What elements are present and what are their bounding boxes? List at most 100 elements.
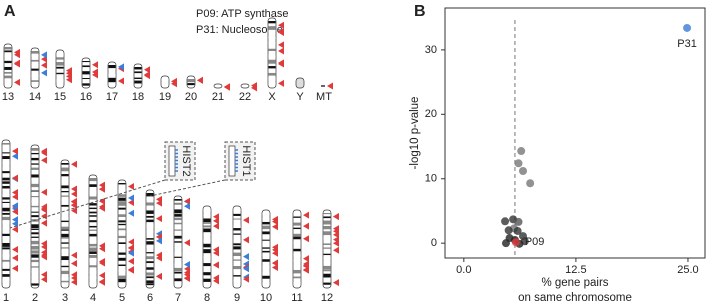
- chromosome-band: [118, 257, 126, 261]
- chromosome-band: [134, 77, 142, 79]
- chromosome-band: [2, 254, 10, 257]
- gene-marker: [71, 207, 77, 215]
- chromosome-band: [323, 231, 331, 236]
- callout-line: [9, 179, 166, 229]
- chromosome-band: [89, 220, 97, 223]
- chromosome-band: [108, 68, 116, 70]
- chromosome-band: [262, 225, 270, 230]
- gene-marker: [278, 28, 284, 36]
- chromosome-band: [61, 236, 69, 239]
- gene-marker: [213, 217, 219, 225]
- chromosome-band: [82, 61, 90, 63]
- chromosome-band: [61, 174, 69, 177]
- chromosome-band: [89, 258, 97, 263]
- gene-marker: [303, 235, 309, 243]
- chromosome-band: [31, 200, 39, 203]
- chromosome-band: [2, 278, 10, 283]
- chromosome-band: [82, 65, 90, 68]
- chromosome-band: [323, 220, 331, 225]
- chromosome-band: [4, 75, 12, 79]
- chromosome-band: [31, 177, 39, 181]
- gene-marker: [213, 222, 219, 230]
- chromosome-band: [89, 203, 97, 206]
- chromosome-band: [31, 254, 39, 258]
- gene-marker: [12, 189, 18, 197]
- chromosome-band: [4, 55, 12, 57]
- gene-marker: [71, 185, 77, 193]
- chromosome-band: [262, 282, 270, 286]
- chromosome: [60, 159, 70, 289]
- chromosome-band: [31, 250, 39, 254]
- chromosome-band: [233, 243, 241, 246]
- panel-label: A: [4, 3, 16, 20]
- chromosome-band: [146, 219, 154, 223]
- chromosome-band: [31, 55, 39, 57]
- chromosome-label: 16: [80, 91, 92, 103]
- gene-marker: [303, 255, 309, 263]
- chromosome-band: [174, 247, 182, 249]
- chromosome-band: [118, 204, 126, 206]
- chromosome-band: [2, 259, 10, 262]
- gene-marker: [144, 71, 150, 79]
- chromosome-label: 9: [234, 292, 240, 304]
- gene-marker: [243, 253, 249, 261]
- gene-marker: [278, 21, 284, 29]
- gene-marker: [41, 219, 47, 227]
- chromosome-band: [61, 226, 69, 231]
- chromosome-band: [262, 218, 270, 220]
- chromosome-band: [89, 225, 97, 228]
- gene-marker: [333, 212, 339, 220]
- chromosome-band: [4, 50, 12, 53]
- chromosome-band: [61, 233, 69, 238]
- gene-marker: [144, 66, 150, 74]
- chromosome-band: [61, 211, 69, 214]
- chromosome-band: [118, 214, 126, 217]
- chromosome-band: [61, 229, 69, 231]
- chromosome-band: [233, 269, 241, 273]
- chromosome-band: [146, 246, 154, 248]
- chromosome-band: [31, 75, 39, 78]
- chromosome-band: [268, 30, 276, 33]
- gene-marker: [184, 260, 190, 268]
- chromosome-band: [268, 77, 276, 81]
- chromosome-band: [31, 59, 39, 62]
- chromosome-band: [2, 162, 10, 164]
- chromosome: [295, 77, 305, 89]
- chromosome-band: [31, 232, 39, 235]
- chromosome-band: [323, 247, 331, 249]
- chromosome-band: [2, 212, 10, 215]
- chromosome-label: 19: [159, 91, 171, 103]
- gene-marker: [41, 248, 47, 256]
- chromosome-band: [268, 26, 276, 30]
- chromosome-band: [118, 231, 126, 234]
- gene-marker: [12, 147, 18, 155]
- chromosome-band: [203, 222, 211, 224]
- chromosome-band: [2, 156, 10, 160]
- chromosome-band: [293, 282, 301, 286]
- point: [501, 239, 510, 248]
- chromosome-band: [233, 275, 241, 277]
- gene-marker: [41, 156, 47, 164]
- chromosome-band: [262, 247, 270, 249]
- gene-marker: [303, 211, 309, 219]
- chromosome-band: [31, 80, 39, 82]
- chromosome-band: [187, 83, 195, 86]
- chromosome-band: [262, 250, 270, 253]
- chromosome-band: [61, 167, 69, 172]
- gene-marker: [12, 174, 18, 182]
- chromosome-band: [174, 209, 182, 214]
- chromosome-band: [31, 163, 39, 165]
- chromosome-band: [61, 276, 69, 281]
- chromosome-band: [89, 251, 97, 254]
- callout-label: HIST1: [240, 145, 252, 176]
- chromosome-band: [89, 243, 97, 247]
- gene-marker: [14, 59, 20, 67]
- chromosome-band: [89, 276, 97, 279]
- gene-marker: [184, 239, 190, 247]
- gene-marker: [197, 76, 203, 84]
- chromosome-band: [268, 21, 276, 24]
- chromosome-band: [61, 199, 69, 201]
- gene-marker: [333, 246, 339, 254]
- chromosome-band: [203, 209, 211, 212]
- chromosome-band: [134, 80, 142, 84]
